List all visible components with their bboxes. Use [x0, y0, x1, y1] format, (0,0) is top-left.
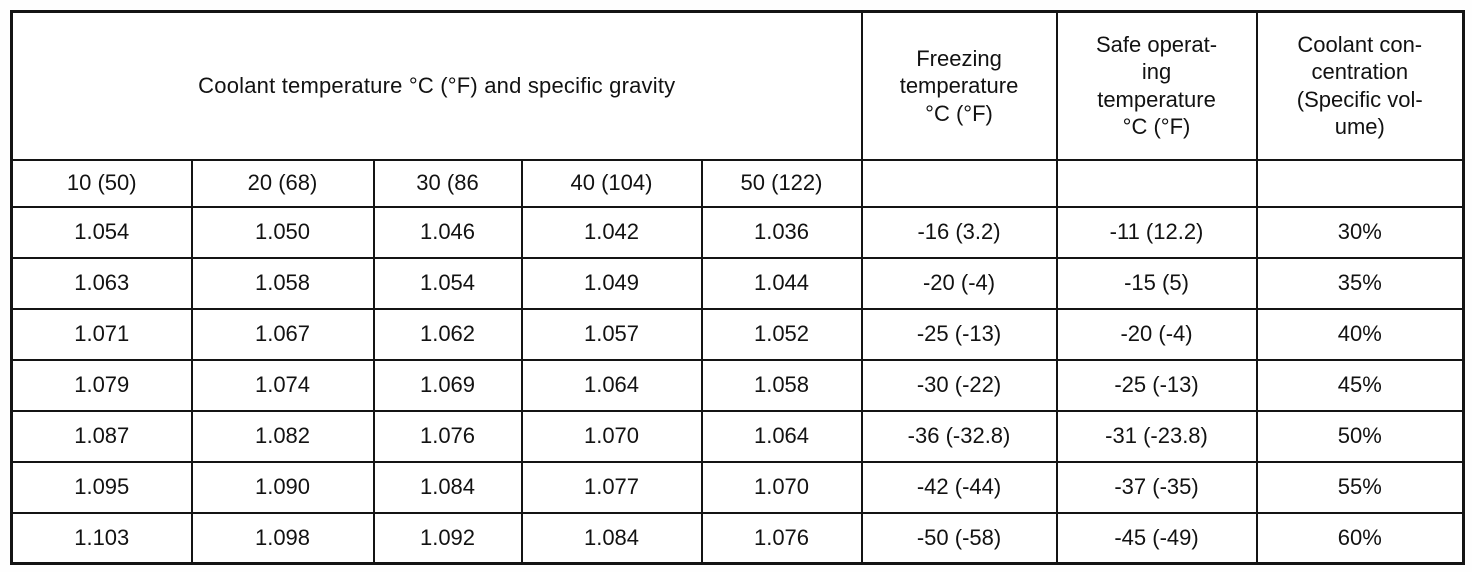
table-cell: -20 (-4)	[860, 256, 1058, 310]
table-row: 1.071 1.067 1.062 1.057 1.052 -25 (-13) -20 (-…	[10, 307, 1465, 361]
table-row: 1.095 1.090 1.084 1.077 1.070 -42 (-44) -37 (-…	[10, 460, 1465, 514]
table-cell: 1.049	[520, 256, 703, 310]
table-cell: 1.062	[372, 307, 523, 361]
table-cell: 1.084	[372, 460, 523, 514]
temp-column-label	[860, 158, 1058, 208]
coolant-concentration-table: Coolant temperature °C (°F) and specific…	[10, 10, 1466, 565]
table-cell: 1.076	[700, 511, 863, 565]
temp-column-label: 10 (50)	[10, 158, 193, 208]
table-cell: -50 (-58)	[860, 511, 1058, 565]
table-cell: -11 (12.2)	[1055, 205, 1258, 259]
table-cell: 1.077	[520, 460, 703, 514]
table-cell: 1.054	[372, 256, 523, 310]
table-cell: 1.054	[10, 205, 193, 259]
table-cell: -36 (-32.8)	[860, 409, 1058, 463]
table-cell: 1.074	[190, 358, 375, 412]
table-cell: 1.058	[700, 358, 863, 412]
table-cell: 50%	[1255, 409, 1465, 463]
table-cell: 1.087	[10, 409, 193, 463]
table-cell: 1.084	[520, 511, 703, 565]
table-cell: -25 (-13)	[1055, 358, 1258, 412]
table-row: 1.087 1.082 1.076 1.070 1.064 -36 (-32.8) -31 …	[10, 409, 1465, 463]
table-cell: -42 (-44)	[860, 460, 1058, 514]
table-cell: -15 (5)	[1055, 256, 1258, 310]
temp-column-label: 30 (86	[372, 158, 523, 208]
temp-column-label	[1055, 158, 1258, 208]
table-cell: 1.098	[190, 511, 375, 565]
table-cell: -37 (-35)	[1055, 460, 1258, 514]
table-row: 1.079 1.074 1.069 1.064 1.058 -30 (-22) -25 (-…	[10, 358, 1465, 412]
table-cell: 45%	[1255, 358, 1465, 412]
table-cell: 1.092	[372, 511, 523, 565]
table-cell: 1.044	[700, 256, 863, 310]
table-cell: -31 (-23.8)	[1055, 409, 1258, 463]
table-cell: -30 (-22)	[860, 358, 1058, 412]
temp-column-label: 50 (122)	[700, 158, 863, 208]
freezing-temperature-header: Freezing temperature °C (°F)	[860, 10, 1058, 161]
table-cell: 1.058	[190, 256, 375, 310]
table-cell: 1.042	[520, 205, 703, 259]
table-cell: 1.064	[520, 358, 703, 412]
table-cell: 1.046	[372, 205, 523, 259]
table-cell: 1.070	[520, 409, 703, 463]
table-cell: 1.070	[700, 460, 863, 514]
temp-column-label	[1255, 158, 1465, 208]
table-cell: 60%	[1255, 511, 1465, 565]
table-cell: 1.052	[700, 307, 863, 361]
coolant-concentration-header: Coolant con- centration (Specific vol- u…	[1255, 10, 1465, 161]
table-cell: 1.103	[10, 511, 193, 565]
table-cell: 1.036	[700, 205, 863, 259]
table-cell: -20 (-4)	[1055, 307, 1258, 361]
table-cell: 1.079	[10, 358, 193, 412]
table-cell: 40%	[1255, 307, 1465, 361]
table-cell: 1.067	[190, 307, 375, 361]
table-cell: 1.082	[190, 409, 375, 463]
table-cell: 1.090	[190, 460, 375, 514]
temp-column-label: 40 (104)	[520, 158, 703, 208]
table-cell: 1.071	[10, 307, 193, 361]
table-cell: 35%	[1255, 256, 1465, 310]
table-cell: 1.064	[700, 409, 863, 463]
table-row: 1.103 1.098 1.092 1.084 1.076 -50 (-58) -45 (-…	[10, 511, 1465, 565]
table-row: 1.054 1.050 1.046 1.042 1.036 -16 (3.2) -11 (1…	[10, 205, 1465, 259]
coolant-temperature-header: Coolant temperature °C (°F) and specific…	[10, 10, 863, 161]
safe-operating-temperature-header: Safe operat- ing temperature °C (°F)	[1055, 10, 1258, 161]
table-row: 1.063 1.058 1.054 1.049 1.044 -20 (-4) -15 (5)…	[10, 256, 1465, 310]
table-cell: -25 (-13)	[860, 307, 1058, 361]
temp-column-label: 20 (68)	[190, 158, 375, 208]
table-cell: -16 (3.2)	[860, 205, 1058, 259]
table-cell: -45 (-49)	[1055, 511, 1258, 565]
table-body: 10 (50) 20 (68) 30 (86 40 (104) 50 (122) 1.05…	[10, 158, 1465, 565]
table-header-row: Coolant temperature °C (°F) and specific…	[10, 10, 1465, 161]
table-cell: 1.063	[10, 256, 193, 310]
table-cell: 30%	[1255, 205, 1465, 259]
table-cell: 1.069	[372, 358, 523, 412]
table-cell: 1.095	[10, 460, 193, 514]
temperature-columns-row: 10 (50) 20 (68) 30 (86 40 (104) 50 (122)	[10, 158, 1465, 208]
table-cell: 1.076	[372, 409, 523, 463]
table-cell: 55%	[1255, 460, 1465, 514]
table-cell: 1.050	[190, 205, 375, 259]
table-cell: 1.057	[520, 307, 703, 361]
